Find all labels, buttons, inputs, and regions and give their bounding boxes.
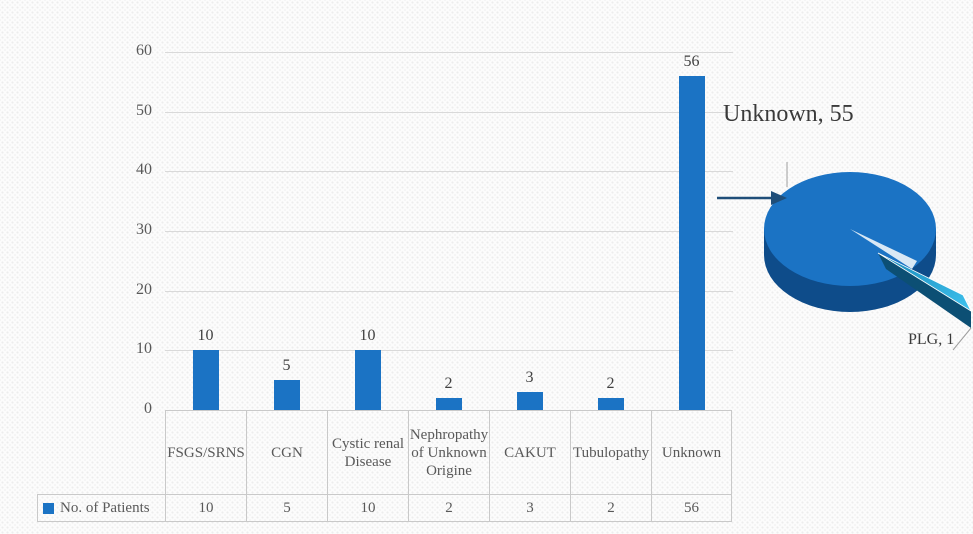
bar-value-label: 2 [606,375,615,392]
table-value-cell: 3 [489,494,570,522]
legend-key-swatch [43,502,54,514]
pie-callout-plg: PLG, 1 [908,331,955,348]
bar-cgn [273,380,300,410]
bar-cystic-renal-disease [354,350,381,410]
pie-chart-3d [717,162,972,351]
pie-exploded-slice-top [877,252,972,313]
table-corner-spacer [37,410,165,494]
legend-item: No. of Patients [37,494,165,522]
y-axis-tick-label: 50 [136,101,152,119]
category-header: Unknown [651,410,732,494]
gridline-y-50 [165,111,733,113]
category-header: Nephropathy of Unknown Origine [408,410,489,494]
bar-value-label: 2 [444,375,453,392]
gridline-y-60 [165,52,733,53]
y-axis-tick-label: 0 [144,400,152,417]
gridline-y-30 [165,231,733,232]
table-value-cell: 56 [651,494,732,522]
gridline-y-10 [165,350,733,352]
bar-cakut [516,392,543,410]
category-header: Tubulopathy [570,410,651,494]
y-axis-tick-label: 20 [136,280,152,298]
bar-tubulopathy [597,398,624,410]
category-header: CGN [246,410,327,494]
bar-value-label: 3 [525,369,534,386]
bar-value-label: 10 [359,327,376,344]
table-value-cell: 10 [165,494,246,522]
chart-data-table: FSGS/SRNS CGN Cystic renal Disease Nephropa… [37,410,732,522]
bar-unknown [678,76,705,410]
category-header: Cystic renal Disease [327,410,408,494]
gridline-y-40 [165,171,733,173]
arrow-annotation-head [771,191,787,205]
category-header: CAKUT [489,410,570,494]
gridline-y-20 [165,290,733,292]
y-axis-tick-label: 30 [136,221,152,238]
pie-exploded-slice-side [878,253,971,328]
bar-fsgs-srns [192,350,219,410]
pie-cut-notch [850,229,917,269]
bar-nephropathy-of-unknown-origine [435,398,462,410]
y-axis-tick-label: 40 [136,161,152,179]
legend-series-label: No. of Patients [60,500,150,516]
bar-value-label: 10 [197,327,214,344]
pie-callout-unknown: Unknown, 55 [723,101,854,127]
y-axis-tick-label: 60 [136,42,152,59]
plg-leader-line [952,327,972,351]
bar-value-label: 5 [282,357,291,374]
y-axis-tick-label: 10 [136,340,152,358]
table-value-cell: 5 [246,494,327,522]
table-value-cell: 2 [570,494,651,522]
bar-value-label: 56 [683,53,700,70]
category-header: FSGS/SRNS [165,410,246,494]
table-value-cell: 2 [408,494,489,522]
table-value-cell: 10 [327,494,408,522]
